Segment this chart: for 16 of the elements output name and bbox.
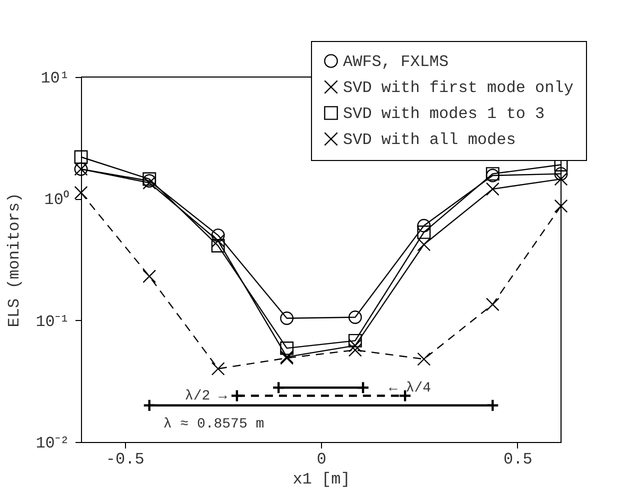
annotation: λ/2 →	[184, 388, 228, 405]
y-tick-label: 10⁰	[44, 190, 70, 210]
y-tick-label: 10⁻¹	[36, 312, 70, 331]
y-tick-label: 10¹	[40, 70, 70, 88]
legend-label: SVD with modes 1 to 3	[343, 105, 545, 123]
legend-label: AWFS, FXLMS	[343, 53, 449, 71]
x-tick-label: -0.5	[106, 450, 144, 468]
annotation: λ ≈ 0.8575 m	[163, 416, 264, 432]
x-axis-title: x1 [m]	[292, 470, 350, 488]
y-tick-label: 10⁻²	[36, 434, 70, 452]
y-axis-title: ELS (monitors)	[6, 192, 24, 328]
x-tick-label: 0.5	[503, 450, 532, 468]
legend-label: SVD with first mode only	[343, 79, 574, 97]
x-tick-label: 0	[316, 450, 326, 468]
annotation: ← λ/4	[389, 380, 432, 397]
legend-label: SVD with all modes	[343, 131, 516, 149]
